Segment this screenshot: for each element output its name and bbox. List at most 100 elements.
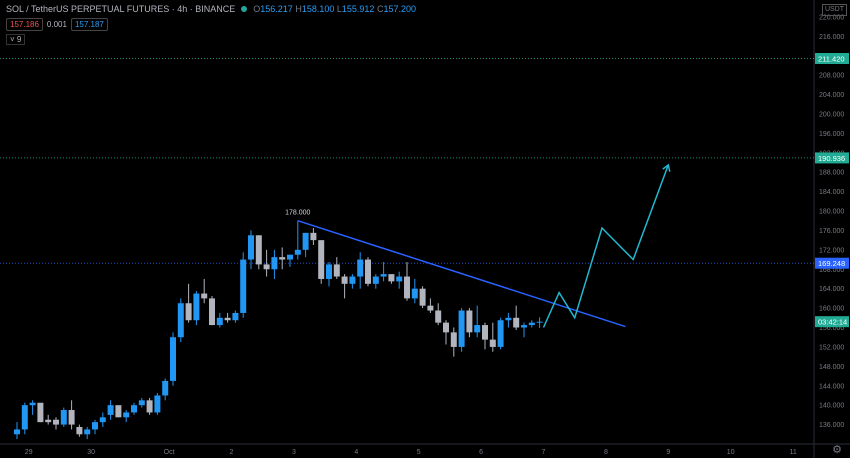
close-value: 157.200 — [383, 4, 416, 14]
candle-body — [37, 402, 44, 423]
candle-body — [419, 288, 426, 306]
x-tick-label: Oct — [164, 449, 175, 456]
ohlc-values: O156.217 H158.100 L155.912 C157.200 — [253, 4, 416, 14]
candle-body — [29, 402, 36, 406]
indicators-toggle[interactable]: ˅ 9 — [6, 34, 26, 45]
candle-body — [333, 264, 340, 277]
candle-body — [131, 405, 137, 413]
y-tick-label: 220.000 — [819, 14, 844, 21]
candle-body — [154, 395, 161, 413]
candle-body — [123, 412, 130, 418]
x-tick-label: 2 — [230, 449, 234, 456]
candle-body — [68, 410, 75, 425]
x-tick-label: 30 — [87, 449, 95, 456]
y-tick-label: 172.000 — [819, 247, 844, 254]
y-tick-label: 184.000 — [819, 189, 844, 196]
open-value: 156.217 — [260, 4, 293, 14]
candle-body — [411, 288, 418, 299]
candle-body — [357, 259, 364, 277]
buy-button[interactable]: 157.187 — [70, 18, 108, 31]
candle-body — [318, 240, 325, 279]
candle-body — [396, 276, 403, 282]
trade-panel: 157.186 0.001 157.187 — [6, 18, 108, 31]
candle-body — [224, 317, 231, 321]
candle-body — [45, 419, 52, 423]
y-tick-label: 136.000 — [819, 422, 844, 429]
candle-body — [310, 232, 317, 241]
candle-body — [513, 317, 520, 328]
candle-body — [107, 405, 114, 415]
candle-body — [240, 259, 247, 313]
high-value: 158.100 — [301, 4, 335, 14]
price-level-tag — [815, 53, 849, 65]
y-tick-label: 188.000 — [819, 170, 844, 177]
candle-body — [497, 320, 504, 347]
low-value: 155.912 — [341, 4, 375, 14]
x-tick-label: 29 — [25, 449, 33, 456]
candle-body — [365, 259, 371, 284]
candle-body — [232, 312, 239, 321]
candle-body — [279, 257, 286, 260]
y-tick-label: 156.000 — [819, 325, 844, 332]
candle-body — [201, 293, 208, 299]
candle-body — [216, 317, 223, 326]
y-tick-label: 168.000 — [819, 267, 844, 274]
candle-body — [115, 405, 122, 418]
candle-body — [450, 332, 457, 347]
current-price-tag — [815, 316, 849, 328]
candle-body — [294, 249, 301, 255]
price-level-label: 211.420 — [818, 55, 845, 64]
candle-body — [146, 400, 153, 413]
symbol-title[interactable]: SOL / TetherUS PERPETUAL FUTURES · 4h · … — [6, 4, 236, 14]
x-tick-label: 3 — [292, 449, 296, 456]
candle-body — [489, 339, 496, 347]
candle-body — [92, 422, 98, 430]
candle-body — [287, 254, 293, 260]
peak-price-label: 178.000 — [285, 210, 310, 217]
candle-body — [341, 276, 348, 284]
candle-body — [458, 310, 465, 347]
candle-body — [170, 337, 176, 381]
spread-value: 0.001 — [46, 20, 67, 29]
price-level-label: 190.936 — [818, 154, 845, 163]
chevron-down-icon: ˅ — [10, 35, 15, 44]
candle-body — [177, 303, 184, 338]
candle-body — [263, 264, 270, 270]
y-tick-label: 196.000 — [819, 131, 844, 138]
candle-body — [435, 310, 442, 323]
x-tick-label: 4 — [354, 449, 358, 456]
candle-body — [21, 405, 28, 430]
candle-body — [99, 417, 106, 423]
y-tick-label: 152.000 — [819, 344, 844, 351]
candle-body — [60, 410, 67, 425]
candle-body — [162, 380, 169, 396]
candle-body — [474, 325, 481, 333]
candle-body — [185, 303, 192, 321]
candle-body — [326, 264, 332, 279]
candle-body — [209, 298, 215, 326]
candle-body — [84, 429, 91, 435]
currency-unit-label[interactable]: USDT — [821, 4, 847, 16]
x-tick-label: 7 — [542, 449, 546, 456]
gear-icon[interactable]: ⚙ — [832, 444, 842, 456]
candle-body — [536, 321, 543, 323]
x-tick-label: 11 — [789, 449, 796, 456]
candle-body — [14, 429, 20, 435]
y-tick-label: 204.000 — [819, 92, 844, 99]
candle-body — [53, 419, 59, 425]
x-tick-label: 10 — [727, 449, 735, 456]
indicator-count: 9 — [16, 35, 22, 44]
candle-body — [528, 322, 535, 326]
y-tick-label: 180.000 — [819, 209, 844, 216]
y-tick-label: 148.000 — [819, 364, 844, 371]
candle-body — [349, 276, 356, 284]
chart-header: SOL / TetherUS PERPETUAL FUTURES · 4h · … — [6, 4, 416, 14]
candle-body — [76, 427, 83, 435]
candle-body — [271, 257, 278, 270]
y-tick-label: 164.000 — [819, 286, 844, 293]
candle-body — [255, 235, 262, 265]
sell-button[interactable]: 157.186 — [6, 18, 43, 31]
candle-body — [138, 400, 145, 406]
candle-body — [427, 305, 434, 311]
